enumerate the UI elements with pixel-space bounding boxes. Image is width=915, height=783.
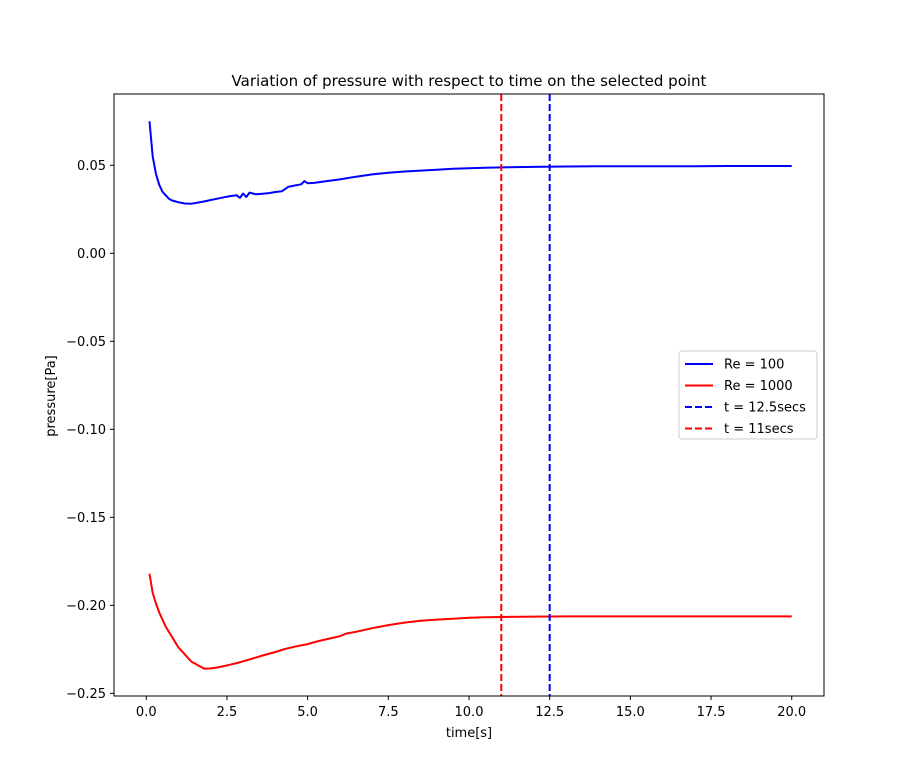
axes-frame bbox=[113, 93, 825, 697]
x-tick-label: 10.0 bbox=[455, 705, 484, 720]
series-line-1 bbox=[148, 121, 792, 205]
chart-title: Variation of pressure with respect to ti… bbox=[232, 72, 707, 90]
x-axis-label: time[s] bbox=[446, 726, 492, 741]
x-tick-label: 5.0 bbox=[297, 705, 318, 720]
x-tick-label: 17.5 bbox=[697, 705, 726, 720]
x-tick-label: 15.0 bbox=[616, 705, 645, 720]
x-tick-label: 7.5 bbox=[378, 705, 399, 720]
x-axis: 0.0 2.5 5.0 7.5 10.0 12.5 15.0 17.5 20.0 bbox=[136, 696, 806, 720]
x-tick-label: 2.5 bbox=[217, 705, 238, 720]
y-tick-label: −0.20 bbox=[66, 599, 106, 614]
y-tick-label: 0.05 bbox=[77, 159, 106, 174]
legend-label: Re = 1000 bbox=[724, 379, 793, 394]
legend-label: t = 12.5secs bbox=[724, 401, 806, 416]
y-axis-label: pressure[Pa] bbox=[44, 355, 59, 437]
y-tick-label: −0.25 bbox=[66, 687, 106, 702]
legend-label: t = 11secs bbox=[724, 422, 794, 437]
y-tick-label: 0.00 bbox=[77, 247, 106, 262]
legend-box bbox=[678, 350, 818, 440]
x-tick-label: 0.0 bbox=[136, 705, 157, 720]
x-tick-label: 20.0 bbox=[777, 705, 806, 720]
y-axis: 0.05 0.00 −0.05 −0.10 −0.15 −0.20 −0.25 bbox=[66, 159, 114, 702]
y-tick-label: −0.15 bbox=[66, 511, 106, 526]
legend: Re = 100 Re = 1000 t = 12.5secs t = 11secs bbox=[678, 350, 818, 440]
plot-area bbox=[148, 94, 792, 696]
series-line-2 bbox=[148, 573, 792, 670]
legend-label: Re = 100 bbox=[724, 358, 784, 373]
y-tick-label: −0.10 bbox=[66, 423, 106, 438]
y-tick-label: −0.05 bbox=[66, 335, 106, 350]
x-tick-label: 12.5 bbox=[535, 705, 564, 720]
